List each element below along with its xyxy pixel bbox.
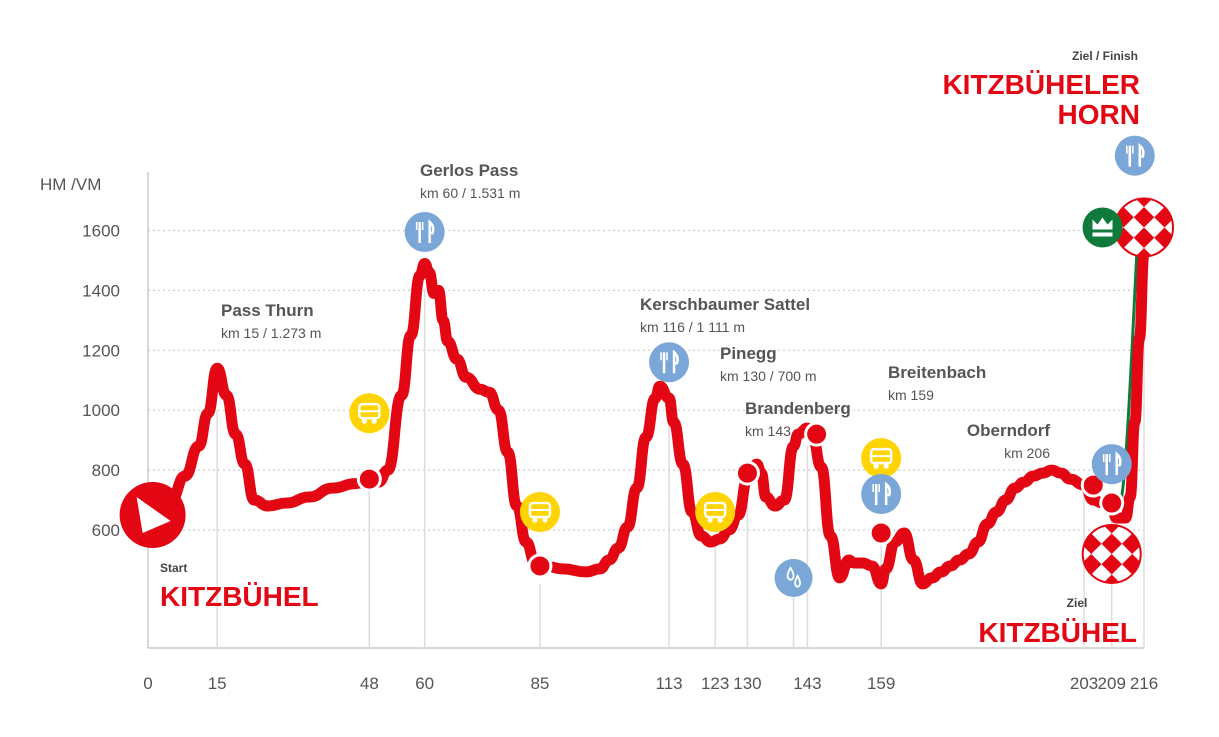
x-tick-label: 123 <box>701 674 729 693</box>
stop-name-label: Gerlos Pass <box>420 161 518 180</box>
stop-detail-label: km 206 <box>1004 445 1050 461</box>
x-tick-label: 15 <box>208 674 227 693</box>
grid-lines <box>148 229 1144 531</box>
finish-small-label: Ziel / Finish <box>1072 49 1138 63</box>
intermediate-finish-town-label: KITZBÜHEL <box>978 617 1137 648</box>
finish-title-line1: KITZBÜHELER <box>942 69 1140 100</box>
camera-car-icon <box>861 438 902 479</box>
route-point-dot <box>1099 490 1125 516</box>
stop-detail-label: km 143 <box>745 423 791 439</box>
stop-name-label: Brandenberg <box>745 399 851 418</box>
camera-car-icon <box>695 492 736 533</box>
x-tick-label: 143 <box>793 674 821 693</box>
x-tick-label: 216 <box>1130 674 1158 693</box>
y-tick-label: 600 <box>92 521 120 540</box>
x-tick-label: 60 <box>415 674 434 693</box>
intermediate-finish-flag-icon <box>1080 512 1143 595</box>
route-point-dot <box>804 421 830 447</box>
stop-detail-label: km 159 <box>888 387 934 403</box>
stop-detail-label: km 116 / 1 111 m <box>640 319 745 335</box>
x-tick-label: 130 <box>733 674 761 693</box>
feed-zone-icon <box>649 342 690 383</box>
camera-car-icon <box>349 393 390 434</box>
x-tick-label: 85 <box>530 674 549 693</box>
stop-name-label: Pass Thurn <box>221 301 314 320</box>
location-stems <box>216 290 1145 648</box>
y-axis-label: HM /VM <box>40 175 101 194</box>
x-tick-label: 0 <box>143 674 152 693</box>
route-point-dot <box>868 520 894 546</box>
x-tick-label: 48 <box>360 674 379 693</box>
stop-detail-label: km 60 / 1.531 m <box>420 185 520 201</box>
start-small-label: Start <box>160 561 187 575</box>
route-profile-line <box>165 248 1150 590</box>
y-tick-label: 1400 <box>82 281 120 300</box>
y-tick-label: 1600 <box>82 222 120 241</box>
camera-car-icon <box>519 492 560 533</box>
stop-name-label: Oberndorf <box>967 421 1050 440</box>
route-line <box>165 248 1150 590</box>
y-tick-label: 1200 <box>82 341 120 360</box>
axes: 600 800 1000 1200 1400 1600 0 15 48 60 85 113 123 130… <box>82 172 1158 693</box>
finish-title-line2: HORN <box>1058 99 1140 130</box>
route-point-dot <box>734 460 760 486</box>
route-point-dot <box>356 466 382 492</box>
feed-zone-icon <box>1091 444 1132 485</box>
stop-name-label: Breitenbach <box>888 363 986 382</box>
final-finish-flag-icon <box>1113 186 1175 269</box>
stop-labels: Pass Thurn km 15 / 1.273 m Gerlos Pass km 6… <box>221 161 1050 461</box>
y-tick-label: 1000 <box>82 401 120 420</box>
x-tick-label: 113 <box>656 674 683 693</box>
y-tick-label: 800 <box>92 461 120 480</box>
stop-name-label: Kerschbaumer Sattel <box>640 295 810 314</box>
x-tick-label: 209 <box>1098 674 1126 693</box>
feed-zone-icon <box>861 474 902 515</box>
x-tick-label: 159 <box>867 674 895 693</box>
intermediate-finish-small-label: Ziel <box>1067 596 1088 610</box>
route-point-dot <box>527 553 553 579</box>
route-markers <box>119 135 1175 597</box>
water-drop-icon <box>774 558 813 597</box>
x-tick-label: 203 <box>1070 674 1098 693</box>
mountain-classification-icon <box>1082 207 1123 248</box>
feed-zone-icon <box>404 211 445 252</box>
route-point-dot <box>1080 472 1106 498</box>
stop-detail-label: km 130 / 700 m <box>720 368 817 384</box>
feed-zone-icon <box>1114 135 1155 176</box>
stop-detail-label: km 15 / 1.273 m <box>221 325 321 341</box>
start-arrow-icon <box>136 497 171 534</box>
stop-name-label: Pinegg <box>720 344 777 363</box>
start-town-label: KITZBÜHEL <box>160 581 319 612</box>
